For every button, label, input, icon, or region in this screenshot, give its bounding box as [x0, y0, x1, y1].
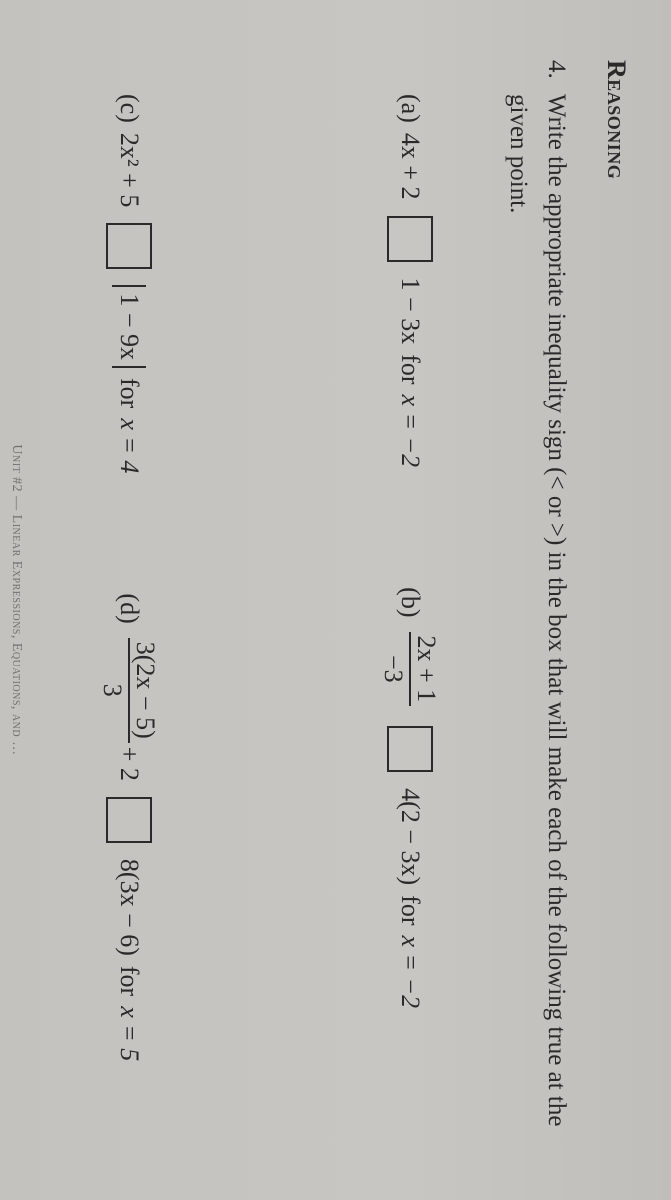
answer-box-c[interactable]	[106, 223, 152, 269]
item-d-label: (d)	[114, 593, 144, 623]
answer-box-d[interactable]	[106, 797, 152, 843]
item-b-xval: x = −2	[395, 935, 425, 1008]
item-d-rhs: 8(3x − 6)	[114, 859, 144, 956]
item-d-lhs-group: 3(2x − 5) 3 + 2	[99, 634, 160, 781]
item-a: (a) 4x + 2 1 − 3x for x = −2	[379, 94, 440, 467]
item-b: (b) 2x + 1 −3 4(2 − 3x) for x = −2	[379, 587, 440, 1008]
question-prompt: 4.Write the appropriate inequality sign …	[500, 60, 575, 1140]
item-a-for: for	[395, 354, 425, 384]
item-d-for: for	[114, 966, 144, 996]
item-b-label: (b)	[395, 587, 425, 617]
item-a-lhs: 4x + 2	[395, 133, 425, 200]
page-footer: Unit #2 — Linear Expressions, Equations,…	[8, 0, 24, 1200]
item-d-frac-top: 3(2x − 5)	[128, 638, 159, 743]
item-c-lhs: 2x² + 5	[114, 133, 144, 207]
answer-box-a[interactable]	[387, 216, 433, 262]
row-1: (a) 4x + 2 1 − 3x for x = −2 (b) 2x + 1 …	[379, 60, 440, 1140]
item-c: (c) 2x² + 5 1 − 9x for x = 4	[99, 94, 160, 473]
item-c-xval: x = 4	[114, 418, 144, 473]
item-d-frac-bot: 3	[99, 684, 128, 697]
item-a-rhs: 1 − 3x	[395, 278, 425, 345]
item-c-for: for	[114, 378, 144, 408]
row-2: (c) 2x² + 5 1 − 9x for x = 4 (d) 3(2x − …	[99, 60, 160, 1140]
item-b-fraction: 2x + 1 −3	[379, 632, 440, 707]
item-c-label: (c)	[114, 94, 144, 123]
prompt-line-1: Write the appropriate inequality sign (<…	[543, 94, 570, 1126]
item-d-fraction: 3(2x − 5) 3	[99, 638, 160, 743]
item-a-xval: x = −2	[395, 395, 425, 468]
item-b-rhs: 4(2 − 3x)	[395, 788, 425, 885]
answer-box-b[interactable]	[387, 726, 433, 772]
item-a-label: (a)	[395, 94, 425, 123]
item-b-frac-bot: −3	[379, 655, 408, 683]
item-d: (d) 3(2x − 5) 3 + 2 8(3x − 6) for x = 5	[99, 593, 160, 1061]
section-heading: Reasoning	[601, 60, 631, 1140]
item-c-abs: 1 − 9x	[112, 285, 146, 368]
item-d-plus: + 2	[114, 747, 144, 781]
item-b-frac-top: 2x + 1	[409, 632, 440, 707]
item-d-xval: x = 5	[114, 1006, 144, 1061]
worksheet-page: Reasoning 4.Write the appropriate inequa…	[0, 0, 671, 1200]
prompt-line-2: given point.	[500, 94, 538, 1140]
item-b-for: for	[395, 895, 425, 925]
question-number: 4.	[538, 60, 576, 94]
